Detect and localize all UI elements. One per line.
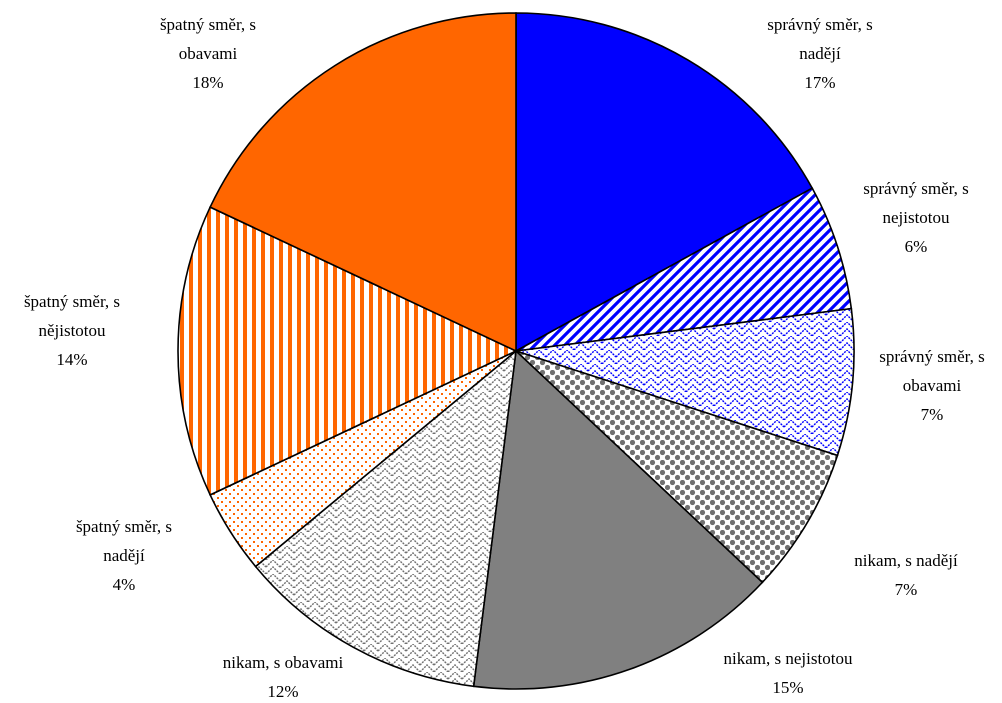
- pie-slice-4: [515, 350, 839, 584]
- slice-category-label-4: nikam, s nadějí: [854, 551, 958, 570]
- pie-slice-8: [177, 206, 518, 496]
- slice-value-label-8: 14%: [56, 350, 87, 369]
- pie-slice-5: [472, 349, 764, 690]
- pie-slice-1: [515, 12, 814, 353]
- slice-value-label-7: 4%: [113, 575, 136, 594]
- slice-value-label-1: 17%: [804, 73, 835, 92]
- slice-category-label-7: nadějí: [103, 546, 145, 565]
- pie-slice-2: [515, 187, 853, 352]
- slice-category-label-2: nejistotou: [882, 208, 950, 227]
- slice-category-label-3: obavami: [903, 376, 962, 395]
- slice-value-label-2: 6%: [905, 237, 928, 256]
- slice-category-label-9: obavami: [179, 44, 238, 63]
- slice-value-label-9: 18%: [192, 73, 223, 92]
- pie-slice-6: [254, 349, 518, 688]
- slice-category-label-1: nadějí: [799, 44, 841, 63]
- slice-value-label-4: 7%: [895, 580, 918, 599]
- slice-category-label-7: špatný směr, s: [76, 517, 172, 536]
- slice-category-label-1: správný směr, s: [767, 15, 873, 34]
- slice-value-label-3: 7%: [921, 405, 944, 424]
- slice-category-label-9: špatný směr, s: [160, 15, 256, 34]
- slice-category-label-8: nějistotou: [38, 321, 106, 340]
- slice-category-label-5: nikam, s nejistotou: [724, 649, 853, 668]
- slice-value-label-6: 12%: [267, 682, 298, 701]
- pie-slices: [177, 12, 855, 690]
- slice-value-label-5: 15%: [772, 678, 803, 697]
- slice-category-label-8: špatný směr, s: [24, 292, 120, 311]
- pie-slice-3: [515, 307, 855, 457]
- pie-slice-9: [209, 12, 517, 353]
- slice-category-label-3: správný směr, s: [879, 347, 985, 366]
- slice-category-label-6: nikam, s obavami: [223, 653, 344, 672]
- pie-labels: správný směr, s nadějí 17% správný směr, s n…: [24, 15, 985, 701]
- slice-category-label-2: správný směr, s: [863, 179, 969, 198]
